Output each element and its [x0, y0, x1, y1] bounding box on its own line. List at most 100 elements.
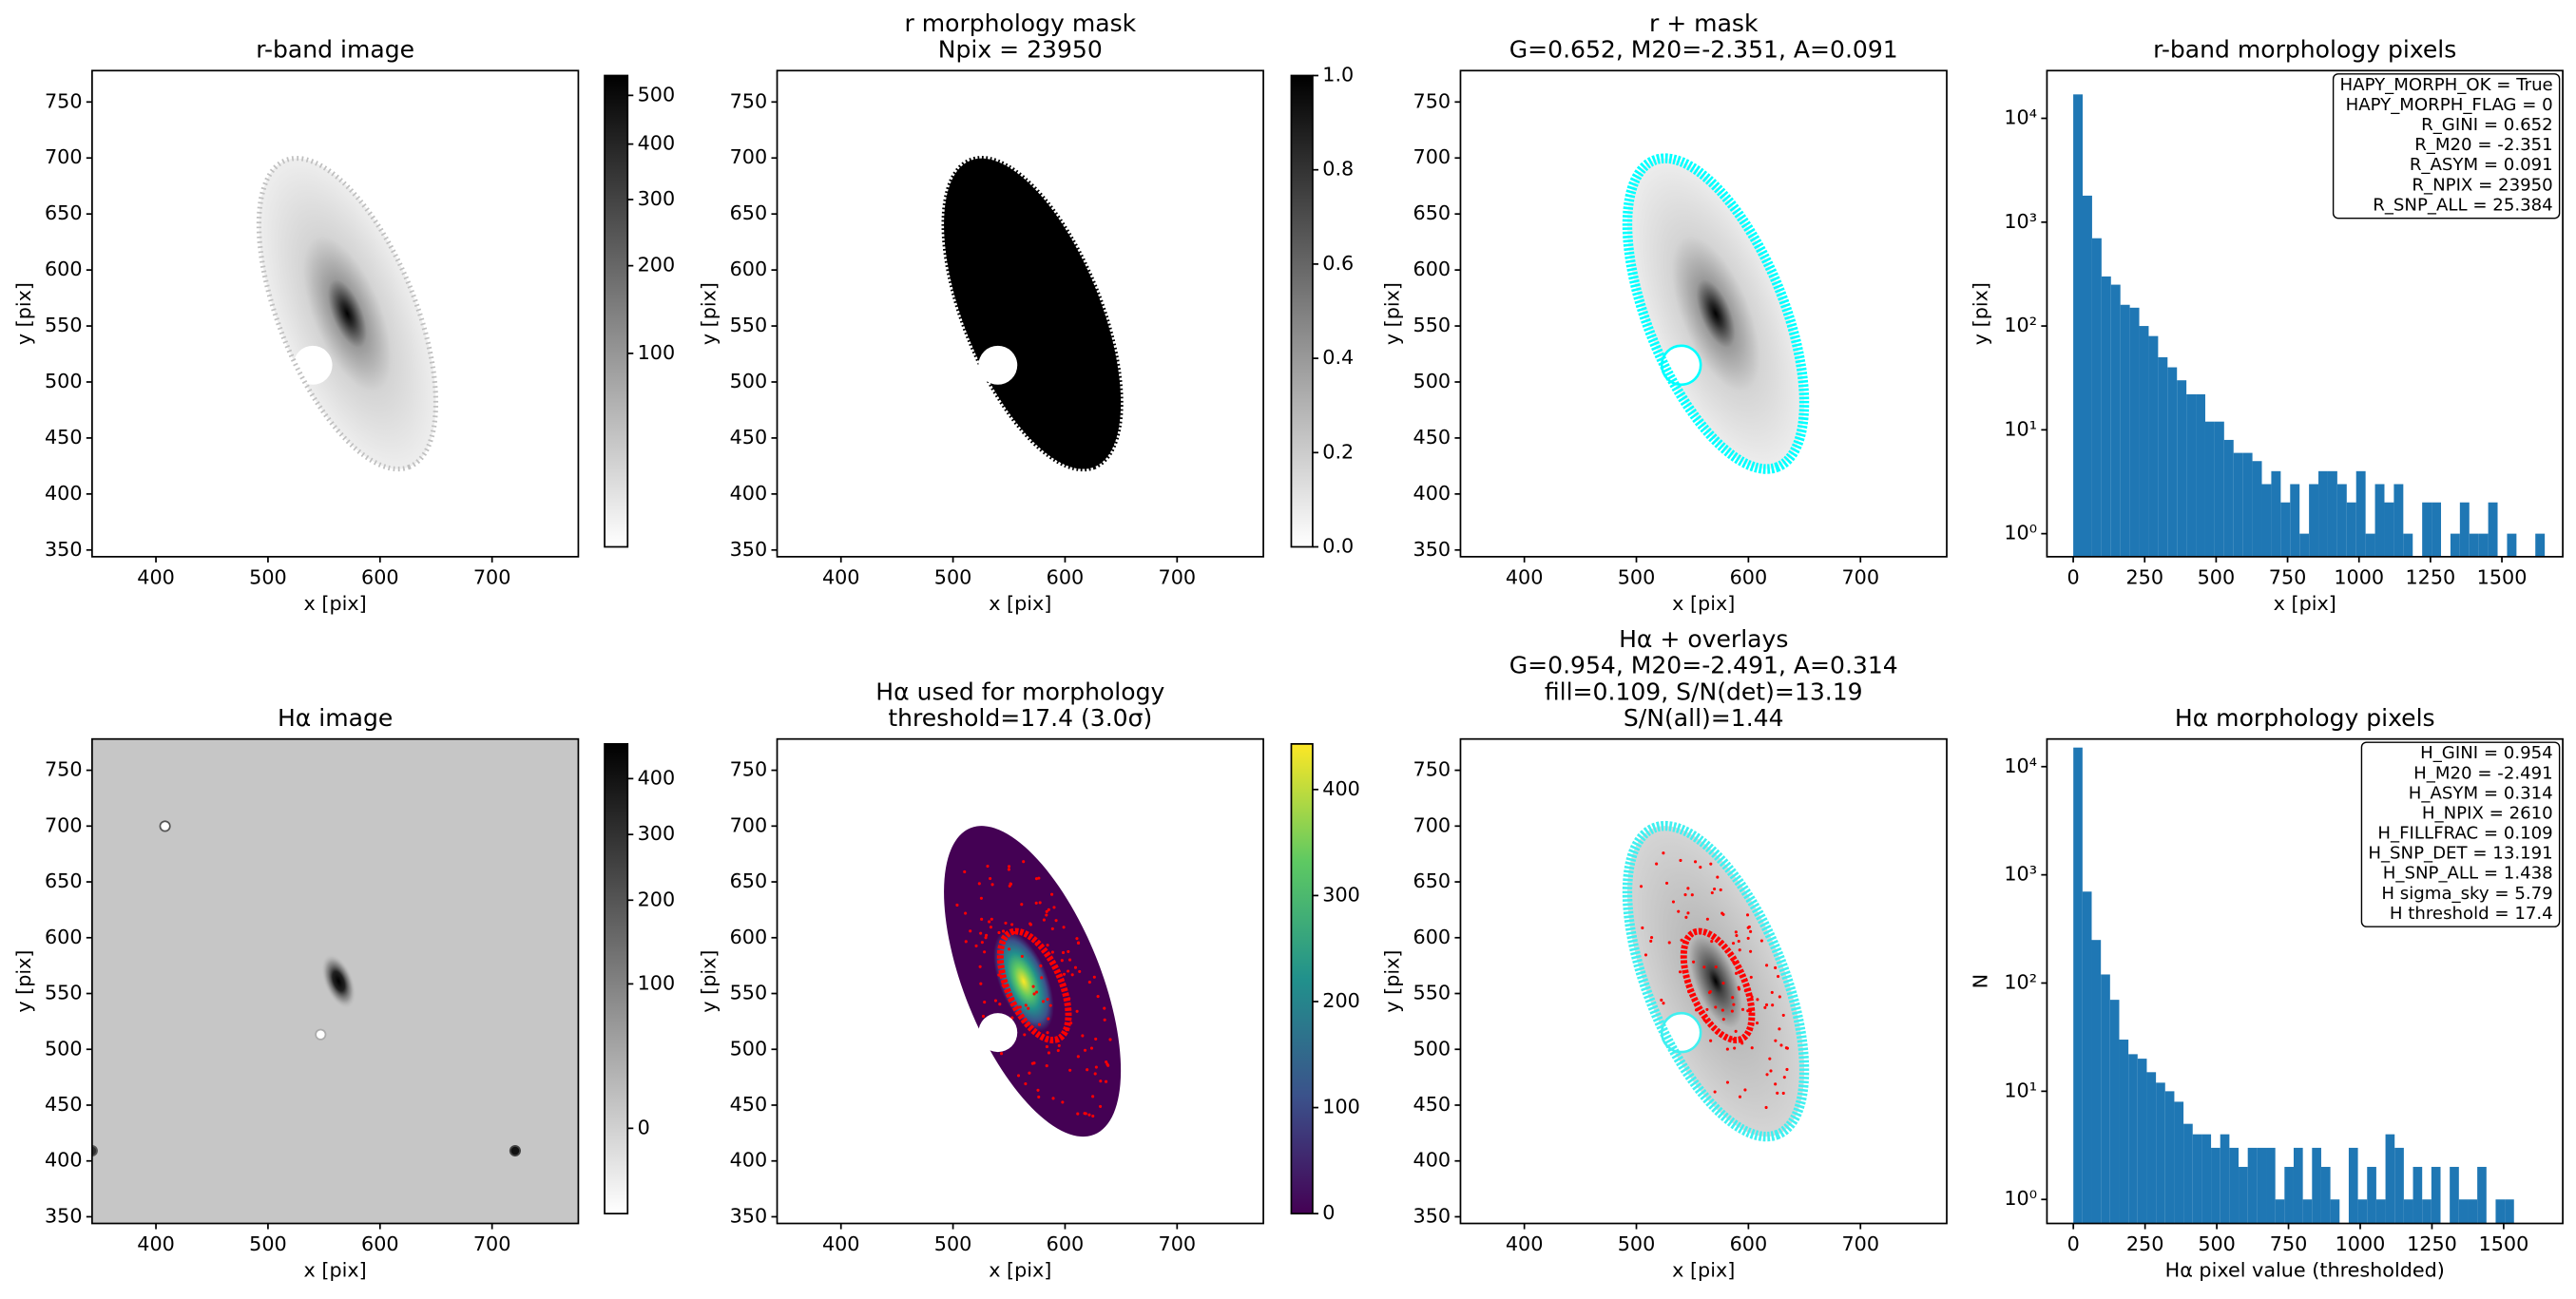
threshold-pixel	[1770, 990, 1774, 994]
bar	[2450, 1166, 2459, 1224]
threshold-pixel	[1075, 937, 1079, 941]
x-tick-label: 500	[249, 565, 287, 588]
threshold-pixel	[1105, 1060, 1108, 1064]
threshold-pixel	[1774, 965, 1778, 970]
plot-area	[1460, 738, 1948, 1224]
threshold-pixel	[1644, 953, 1648, 957]
threshold-pixel	[1749, 929, 1753, 933]
galaxy	[259, 158, 436, 469]
y-tick-label: 750	[730, 89, 768, 112]
threshold-pixel	[1068, 1068, 1072, 1072]
bar	[2432, 502, 2442, 557]
stats-line: R_SNP_ALL = 25.384	[2373, 195, 2552, 215]
threshold-pixel	[1035, 990, 1039, 994]
y-tick-label: 350	[1413, 538, 1451, 561]
threshold-pixel	[1702, 1018, 1706, 1022]
threshold-pixel	[1686, 911, 1690, 915]
stats-line: R_GINI = 0.652	[2421, 115, 2553, 135]
panel-title: Npix = 23950	[938, 36, 1103, 64]
threshold-pixel	[981, 1014, 986, 1019]
bar	[2458, 1199, 2469, 1224]
y-tick-label: 350	[1413, 1204, 1451, 1227]
threshold-pixel	[1756, 1022, 1759, 1025]
y-tick-label: 350	[45, 1204, 83, 1227]
panel-title: fill=0.109, S/N(det)=13.19	[1545, 678, 1863, 705]
threshold-pixel	[1045, 1064, 1048, 1068]
threshold-pixel	[1733, 1046, 1737, 1050]
y-tick-label: 550	[45, 314, 83, 336]
x-tick-label: 600	[1047, 565, 1085, 588]
threshold-pixel	[977, 882, 981, 886]
y-tick-label: 650	[45, 869, 83, 892]
threshold-pixel	[1725, 1047, 1729, 1051]
threshold-pixel	[1087, 981, 1091, 984]
threshold-pixel	[1671, 900, 1676, 904]
threshold-pixel	[955, 903, 959, 907]
y-tick-label: 350	[730, 1204, 768, 1227]
bar	[2375, 1199, 2386, 1224]
y-tick-label: 500	[45, 1037, 83, 1060]
plot-area	[777, 70, 1264, 557]
bar	[2488, 502, 2498, 557]
threshold-pixel	[1089, 1046, 1094, 1050]
threshold-pixel	[1045, 913, 1048, 917]
threshold-pixel	[1091, 1114, 1095, 1118]
threshold-pixel	[988, 920, 991, 924]
bar	[2247, 1147, 2258, 1224]
axes-frame	[1459, 69, 1948, 558]
panel-title: threshold=17.4 (3.0σ)	[888, 704, 1152, 732]
threshold-pixel	[1087, 1113, 1091, 1117]
threshold-pixel	[1738, 1095, 1742, 1098]
threshold-ring	[996, 927, 1072, 1043]
x-tick-label: 250	[2125, 565, 2163, 588]
y-tick-label: 400	[730, 1149, 768, 1172]
bar	[2394, 1147, 2404, 1224]
threshold-pixel	[1022, 860, 1026, 864]
colorbar-tick-label: 400	[1322, 777, 1360, 800]
colorbar-tick-label: 100	[1322, 1096, 1360, 1118]
threshold-pixel	[1709, 1039, 1713, 1042]
bar	[2284, 1166, 2294, 1224]
stats-line: H_FILLFRAC = 0.109	[2377, 824, 2552, 844]
threshold-pixel	[1778, 1027, 1781, 1031]
bar	[2129, 307, 2140, 557]
axes-frame	[91, 737, 580, 1225]
bar	[2431, 1166, 2441, 1224]
threshold-pixel	[1032, 938, 1036, 942]
y-tick-label: 10⁴	[2004, 755, 2037, 777]
threshold-pixel	[1746, 936, 1750, 940]
bar	[2083, 195, 2092, 557]
y-tick-label: 650	[1413, 201, 1451, 224]
mask-outline	[1622, 153, 1810, 474]
threshold-pixel	[1709, 862, 1713, 866]
x-axis-label: x [pix]	[304, 592, 367, 615]
threshold-pixel	[1039, 964, 1043, 968]
bar	[2204, 421, 2215, 557]
bar	[2348, 1147, 2358, 1224]
x-tick-label: 700	[1841, 1232, 1879, 1255]
x-tick-label: 750	[2269, 565, 2307, 588]
threshold-pixel	[1024, 1003, 1028, 1007]
threshold-pixel	[1735, 933, 1739, 938]
y-tick-label: 400	[730, 482, 768, 505]
y-tick-label: 450	[730, 426, 768, 449]
threshold-pixel	[1734, 971, 1739, 975]
bar	[2223, 439, 2234, 557]
threshold-pixel	[1067, 997, 1071, 1001]
colorbar-tick-label: 500	[638, 83, 676, 105]
stats-line: HAPY_MORPH_OK = True	[2340, 75, 2553, 95]
threshold-pixel	[979, 931, 983, 935]
bar	[2110, 284, 2121, 557]
mask-hole	[978, 1013, 1018, 1053]
threshold-pixel	[1040, 976, 1044, 980]
threshold-pixel	[1076, 941, 1081, 945]
y-tick-label: 10⁰	[2004, 522, 2037, 544]
threshold-pixel	[1027, 1006, 1030, 1010]
threshold-pixel	[1086, 1068, 1089, 1072]
threshold-pixel	[1687, 990, 1691, 994]
y-tick-label: 550	[1413, 982, 1451, 1004]
colorbar-tick-label: 400	[638, 766, 676, 789]
threshold-pixel	[1730, 1009, 1734, 1013]
bar	[2073, 747, 2083, 1224]
threshold-pixel	[1749, 949, 1753, 953]
